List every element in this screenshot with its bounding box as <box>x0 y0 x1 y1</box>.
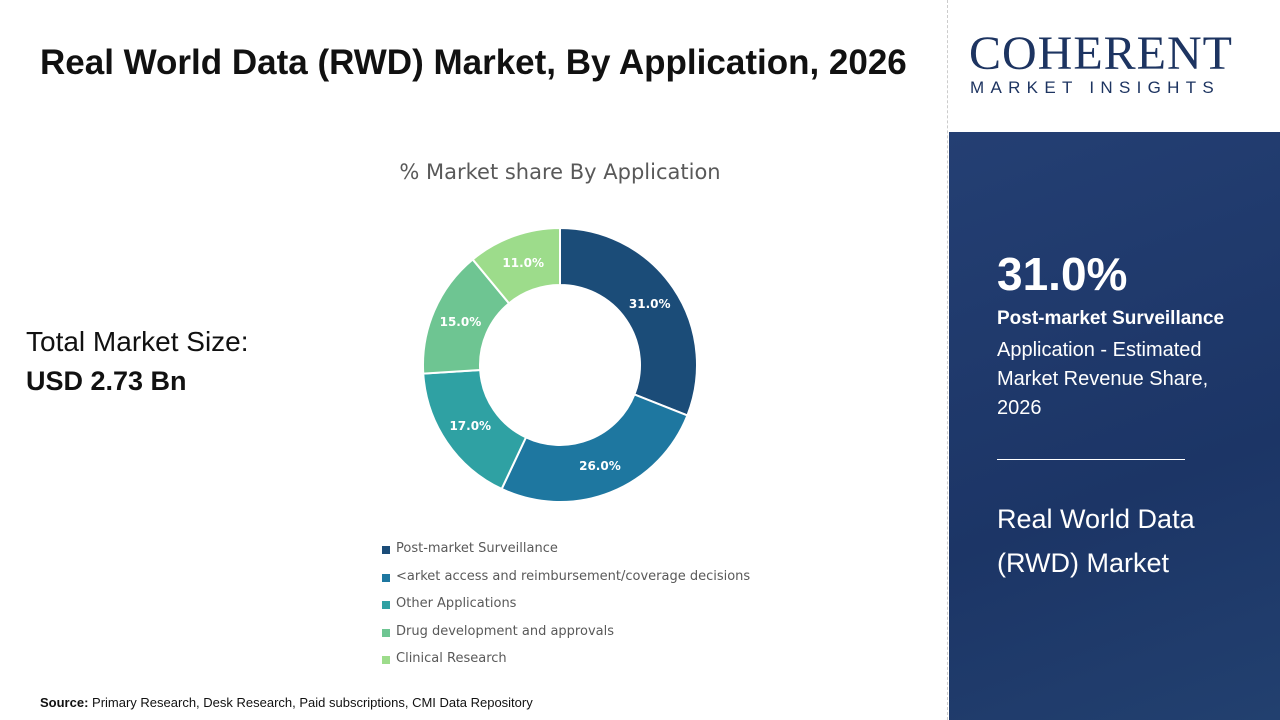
logo-tagline: MARKET INSIGHTS <box>970 78 1221 97</box>
source-text: Primary Research, Desk Research, Paid su… <box>88 695 533 710</box>
legend-swatch <box>382 546 390 554</box>
data-label: 26.0% <box>579 459 621 473</box>
legend-swatch <box>382 628 390 637</box>
legend-item: Drug development and approvals <box>382 624 750 652</box>
legend-item: Other Applications <box>382 596 750 624</box>
panel-divider <box>997 459 1185 460</box>
data-label: 17.0% <box>449 419 491 433</box>
legend-label: Drug development and approvals <box>396 623 614 639</box>
logo-brand: COHERENT <box>969 27 1233 80</box>
logo: COHERENT MARKET INSIGHTS <box>949 0 1280 132</box>
legend-swatch <box>382 601 390 609</box>
chart-title: % Market share By Application <box>399 160 721 184</box>
highlight-panel: 31.0% Post-market Surveillance Applicati… <box>949 132 1280 720</box>
divider <box>947 0 949 720</box>
legend-swatch <box>382 656 390 664</box>
data-label: 15.0% <box>440 315 482 329</box>
legend-label: <arket access and reimbursement/coverage… <box>396 568 751 584</box>
donut-chart: 31.0% 26.0% 17.0% 15.0% 11.0% <box>422 226 698 503</box>
total-market-value: USD 2.73 Bn <box>26 366 187 396</box>
market-name: Real World Data (RWD) Market <box>997 504 1195 578</box>
total-market-label: Total Market Size: <box>26 326 249 357</box>
legend-item: Clinical Research <box>382 651 750 679</box>
page-title: Real World Data (RWD) Market, By Applica… <box>40 43 907 82</box>
legend-label: Clinical Research <box>396 651 507 666</box>
highlight-percent: 31.0% <box>997 248 1128 300</box>
highlight-description: Application - Estimated Market Revenue S… <box>997 339 1209 419</box>
legend-item: Post-market Surveillance <box>382 541 750 569</box>
data-label: 31.0% <box>629 297 671 311</box>
source-note: Source: Primary Research, Desk Research,… <box>40 695 533 710</box>
highlight-segment: Post-market Surveillance <box>997 308 1225 329</box>
legend-item: <arket access and reimbursement/coverage… <box>382 569 750 597</box>
legend-label: Other Applications <box>396 596 517 611</box>
source-label: Source: <box>40 695 89 710</box>
legend-swatch <box>382 573 390 582</box>
donut-slice <box>559 226 698 417</box>
data-label: 11.0% <box>502 256 544 270</box>
donut-slice <box>471 226 561 305</box>
legend: Post-market Surveillance <arket access an… <box>382 541 750 679</box>
legend-label: Post-market Surveillance <box>396 541 558 556</box>
donut-slice <box>500 393 689 503</box>
